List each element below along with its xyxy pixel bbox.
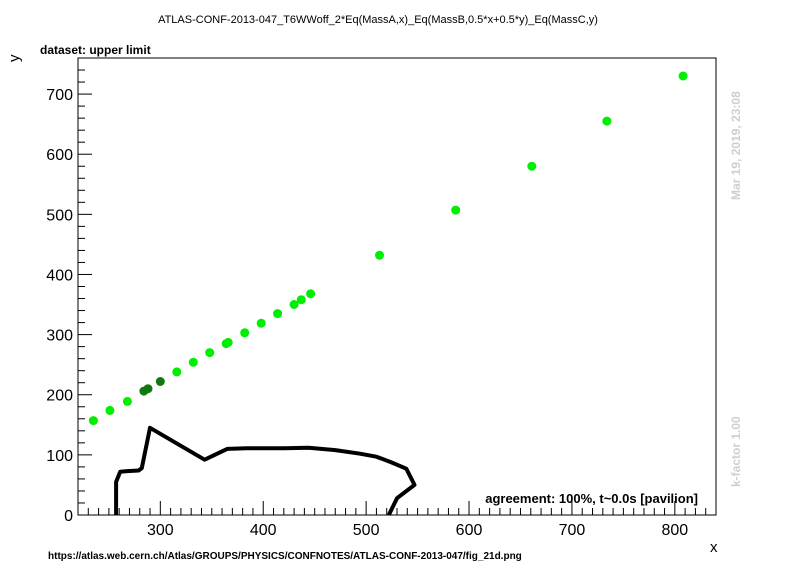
x-tick-label: 400 [250,522,277,539]
y-tick-label: 0 [64,508,73,525]
x-axis-label: x [710,539,718,556]
x-tick-label: 300 [147,522,174,539]
x-tick-label: 700 [559,522,586,539]
y-tick-label: 100 [46,448,73,465]
data-point-17 [306,289,316,299]
x-tick-label: 800 [661,522,688,539]
data-point-14 [273,309,283,319]
data-point-12 [240,328,250,338]
y-tick-label: 400 [46,267,73,284]
data-point-3 [122,396,132,406]
exclusion-contour [114,425,417,516]
agreement-label: agreement: 100%, t~0.0s [pavilion] [485,491,698,506]
y-tick-label: 700 [46,87,73,104]
data-point-1 [88,416,98,426]
kfactor-label: k-factor 1.00 [729,416,743,487]
x-tick-label: 600 [456,522,483,539]
data-point-22 [678,71,688,81]
data-point-19 [451,205,461,215]
chart-title: ATLAS-CONF-2013-047_T6WWoff_2*Eq(MassA,x… [158,14,598,26]
x-tick-label: 500 [353,522,380,539]
data-point-21 [602,116,612,126]
y-tick-label: 500 [46,207,73,224]
data-point-8 [188,357,198,367]
data-point-6 [155,377,165,386]
plot-area [88,71,688,516]
data-point-16 [296,295,306,305]
y-axis: 0 100 200 300 400 500 600 700 [46,69,92,525]
y-tick-label: 300 [46,328,73,345]
x-axis: 300 400 500 600 700 800 [87,501,707,539]
data-point-5 [143,384,153,394]
plot-frame [77,57,717,516]
y-tick-label: 200 [46,388,73,405]
data-point-2 [105,405,115,415]
timestamp-label: Mar 19, 2019, 23:08 [729,91,743,200]
data-point-15 [289,300,299,309]
data-point-13 [256,318,266,328]
data-point-9 [205,348,215,358]
source-url: https://atlas.web.cern.ch/Atlas/GROUPS/P… [48,551,522,562]
data-point-7 [172,367,182,377]
y-tick-label: 600 [46,147,73,164]
dataset-label: dataset: upper limit [40,43,151,57]
data-point-20 [527,161,537,171]
y-axis-label: y [6,54,23,62]
data-point-18 [375,250,384,260]
data-point-11 [223,337,233,347]
